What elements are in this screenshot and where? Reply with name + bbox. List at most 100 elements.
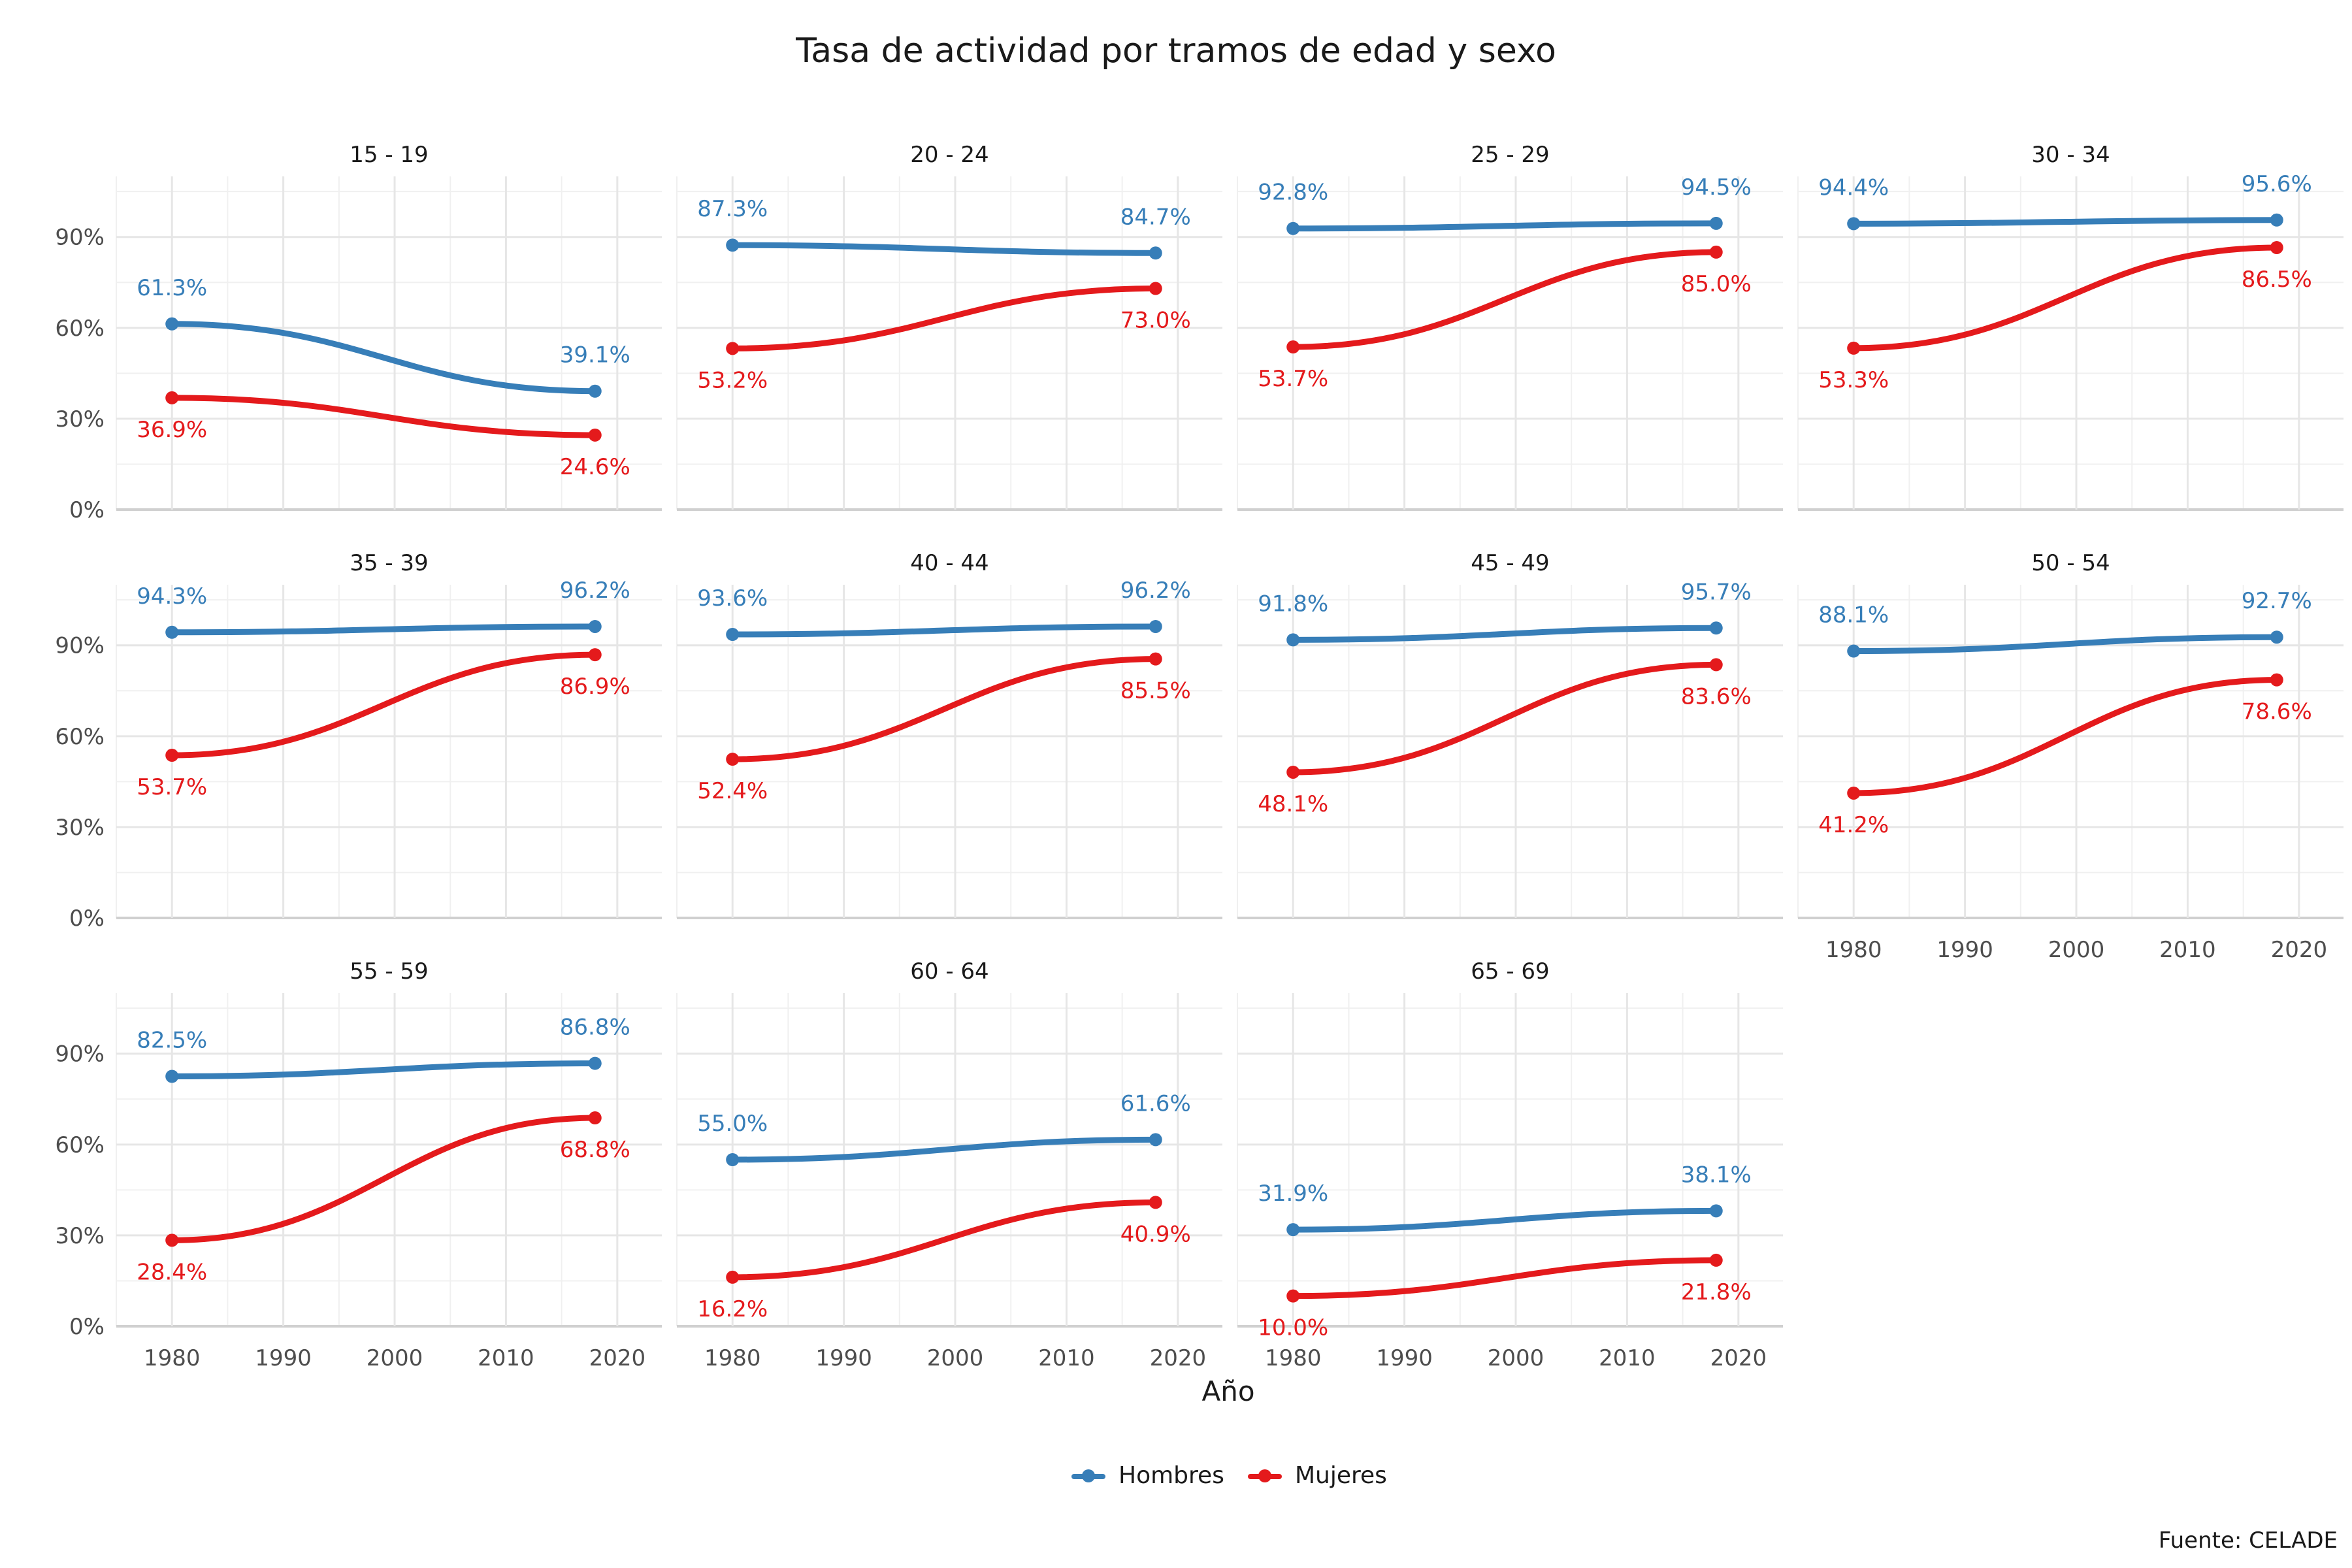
data-point-hombres (726, 1153, 740, 1166)
data-label-mujeres: 53.3% (1818, 367, 1889, 393)
facet-strip-label: 60 - 64 (910, 958, 988, 985)
x-tick-label: 2020 (589, 1345, 646, 1371)
data-label-mujeres: 40.9% (1120, 1221, 1191, 1247)
y-tick-label: 0% (69, 906, 105, 932)
data-point-mujeres (165, 391, 179, 404)
data-point-mujeres (1709, 245, 1723, 259)
data-label-hombres: 31.9% (1258, 1181, 1328, 1207)
x-tick-label: 2020 (1710, 1345, 1767, 1371)
data-point-hombres (726, 238, 740, 252)
data-point-mujeres (726, 753, 740, 766)
legend-item-mujeres: Mujeres (1247, 1462, 1387, 1489)
data-label-mujeres: 16.2% (697, 1296, 768, 1322)
data-label-mujeres: 21.8% (1681, 1279, 1752, 1305)
x-tick-label: 2020 (1150, 1345, 1207, 1371)
x-tick-label: 1990 (815, 1345, 872, 1371)
facet-strip-label: 30 - 34 (2031, 142, 2110, 168)
series-line-hombres (729, 623, 1159, 638)
data-label-mujeres: 10.0% (1258, 1315, 1328, 1341)
data-point-mujeres (1847, 341, 1861, 355)
data-label-mujeres: 83.6% (1681, 683, 1752, 710)
data-point-mujeres (726, 1270, 740, 1284)
facet-strip-label: 15 - 19 (350, 142, 428, 168)
data-point-hombres (1847, 217, 1861, 231)
data-point-hombres (2270, 213, 2283, 227)
data-point-hombres (588, 619, 602, 633)
series-line-mujeres (1850, 244, 2280, 351)
data-label-mujeres: 41.2% (1818, 812, 1889, 838)
data-point-mujeres (1149, 282, 1162, 295)
data-point-hombres (165, 317, 179, 331)
data-point-mujeres (588, 648, 602, 662)
data-point-hombres (1709, 1204, 1723, 1218)
series-line-hombres (169, 623, 598, 636)
data-label-hombres: 82.5% (137, 1028, 207, 1054)
data-label-mujeres: 36.9% (137, 417, 207, 443)
data-label-hombres: 93.6% (697, 585, 768, 612)
x-tick-label: 2010 (1038, 1345, 1095, 1371)
data-label-mujeres: 53.7% (1258, 366, 1328, 392)
data-point-hombres (1286, 633, 1300, 647)
series-line-mujeres (169, 395, 598, 438)
series-line-mujeres (1290, 661, 1720, 776)
series-line-hombres (729, 242, 1159, 256)
y-tick-label: 30% (55, 1223, 105, 1249)
series-line-hombres (169, 321, 598, 395)
facet-30-34: 30 - 34 94.4% 95.6% 53.3% 86.5% (1797, 142, 2344, 511)
data-label-hombres: 87.3% (697, 196, 768, 222)
legend: Hombres Mujeres (1071, 1462, 1411, 1489)
data-point-mujeres (1709, 1253, 1723, 1267)
data-label-hombres: 39.1% (560, 342, 630, 368)
legend-label-mujeres: Mujeres (1294, 1462, 1387, 1489)
y-tick-label: 0% (69, 1314, 105, 1340)
legend-label-hombres: Hombres (1119, 1462, 1224, 1489)
legend-item-hombres: Hombres (1071, 1462, 1224, 1489)
data-label-hombres: 55.0% (697, 1111, 768, 1137)
data-label-hombres: 88.1% (1818, 602, 1889, 629)
series-line-mujeres (1290, 1257, 1720, 1299)
data-label-mujeres: 28.4% (137, 1259, 207, 1285)
data-label-mujeres: 85.5% (1120, 678, 1191, 704)
data-label-hombres: 61.6% (1120, 1090, 1191, 1117)
data-point-mujeres (1286, 1289, 1300, 1303)
data-point-mujeres (1286, 340, 1300, 354)
data-label-mujeres: 48.1% (1258, 791, 1328, 817)
data-label-mujeres: 24.6% (560, 454, 630, 480)
data-label-mujeres: 85.0% (1681, 271, 1752, 297)
data-label-mujeres: 52.4% (697, 778, 768, 804)
data-point-hombres (1149, 619, 1162, 633)
data-point-mujeres (588, 1111, 602, 1125)
legend-key-hombres (1071, 1467, 1105, 1485)
data-point-hombres (1847, 644, 1861, 658)
data-point-mujeres (726, 342, 740, 355)
data-point-mujeres (165, 1233, 179, 1247)
y-tick-label: 90% (55, 1041, 105, 1068)
data-point-hombres (165, 1070, 179, 1083)
data-label-mujeres: 73.0% (1120, 308, 1191, 334)
data-point-hombres (2270, 630, 2283, 644)
series-line-hombres (1290, 1207, 1720, 1233)
data-point-hombres (726, 628, 740, 642)
x-tick-label: 2000 (2048, 937, 2105, 963)
x-tick-label: 2000 (1488, 1345, 1544, 1371)
data-point-hombres (1286, 221, 1300, 235)
facet-strip-label: 45 - 49 (1471, 550, 1549, 576)
facet-40-44: 40 - 44 93.6% 96.2% 52.4% 85.5% (676, 550, 1222, 919)
x-tick-label: 1980 (1265, 1345, 1322, 1371)
data-label-hombres: 92.8% (1258, 180, 1328, 206)
data-point-hombres (1149, 246, 1162, 260)
series-line-hombres (1850, 217, 2280, 227)
facet-35-39: 35 - 39 0% 30% 60% 90% 94.3% 96.2% 53.7% 86.9% (55, 550, 662, 932)
facet-15-19: 15 - 19 0% 30% 60% 90% 61.3% 39.1% 36.9% 24.6% (55, 142, 662, 523)
series-line-mujeres (169, 1115, 598, 1243)
series-line-hombres (169, 1060, 598, 1079)
data-label-hombres: 95.7% (1681, 579, 1752, 605)
data-point-mujeres (1149, 1196, 1162, 1209)
facet-strip-label: 50 - 54 (2031, 550, 2110, 576)
chart-title: Tasa de actividad por tramos de edad y s… (796, 31, 1556, 71)
facet-45-49: 45 - 49 91.8% 95.7% 48.1% 83.6% (1237, 550, 1783, 919)
data-point-mujeres (1709, 658, 1723, 672)
data-label-hombres: 92.7% (2242, 588, 2312, 614)
facet-55-59: 55 - 59 0% 30% 60% 90% 1980 1990 2000 2010 2020 82… (55, 958, 662, 1371)
